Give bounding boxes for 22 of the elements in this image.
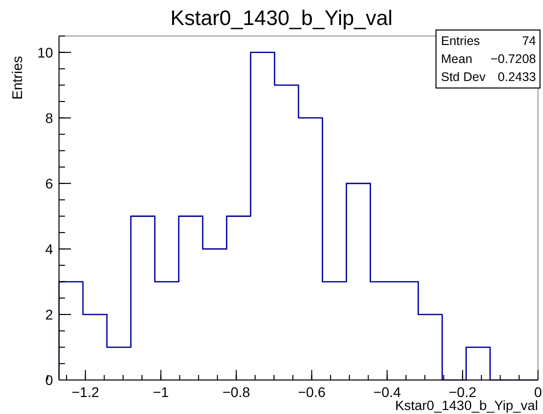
x-tick-label: −1 <box>152 384 170 400</box>
annotation: Std Dev <box>441 70 486 84</box>
annotation: −0.7208 <box>490 52 536 66</box>
annotation: 0.2433 <box>498 70 536 84</box>
chart-title: Kstar0_1430_b_Yip_val <box>170 7 393 30</box>
x-tick-label: −0.4 <box>373 384 402 400</box>
annotation: Entries <box>441 34 480 48</box>
annotation: Mean <box>441 52 472 66</box>
x-tick-label: 0 <box>534 384 542 400</box>
y-tick-label: 0 <box>45 372 54 388</box>
x-axis-title: Kstar0_1430_b_Yip_val <box>395 398 538 413</box>
annotation: 74 <box>522 34 536 48</box>
y-axis-title: Entries <box>9 56 25 100</box>
y-tick-label: 2 <box>45 306 54 322</box>
x-tick-label: −1.2 <box>72 384 100 400</box>
y-tick-label: 10 <box>37 44 54 60</box>
x-tick-label: −0.2 <box>448 384 477 400</box>
y-tick-label: 8 <box>45 110 54 126</box>
x-tick-label: −0.8 <box>222 384 250 400</box>
y-tick-label: 6 <box>45 175 54 192</box>
y-tick-label: 4 <box>45 240 54 257</box>
x-tick-label: −0.6 <box>298 384 326 400</box>
